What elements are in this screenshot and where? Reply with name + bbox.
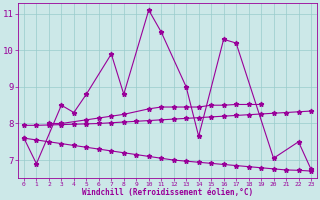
X-axis label: Windchill (Refroidissement éolien,°C): Windchill (Refroidissement éolien,°C) bbox=[82, 188, 253, 197]
